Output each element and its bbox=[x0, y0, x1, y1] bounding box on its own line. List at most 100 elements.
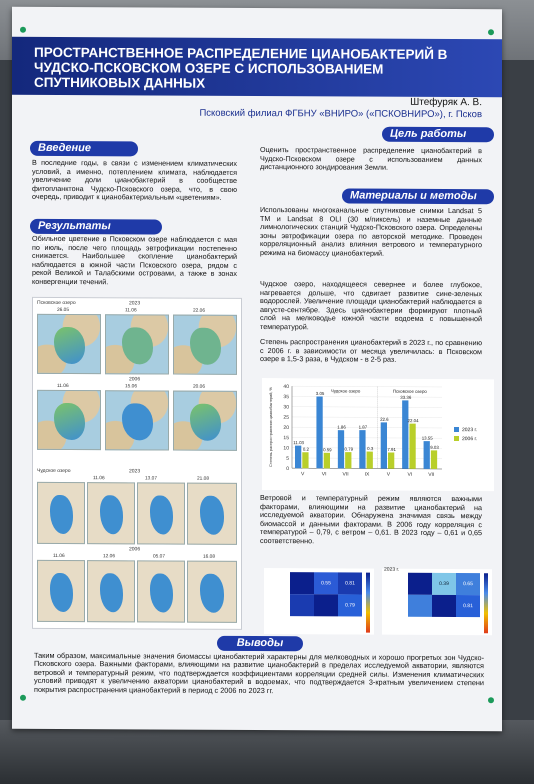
maps-year-2023: 2023 bbox=[129, 300, 141, 307]
goal-text: Оценить пространственное распределение ц… bbox=[260, 145, 482, 172]
map-date: 11.06 bbox=[93, 476, 105, 482]
y-tick-label: 15 bbox=[283, 435, 289, 441]
bar-value-label: 11.03 bbox=[293, 440, 304, 445]
group-label: Псковское озеро bbox=[393, 389, 428, 394]
factors-text: Ветровой и температурный режим являются … bbox=[260, 493, 482, 546]
legend-swatch bbox=[454, 436, 459, 442]
satellite-map bbox=[37, 313, 101, 375]
bar-value-label: 22.6 bbox=[380, 417, 389, 422]
title-band: ПРОСТРАНСТВЕННОЕ РАСПРЕДЕЛЕНИЕ ЦИАНОБАКТ… bbox=[12, 36, 502, 98]
poster-title: ПРОСТРАНСТВЕННОЕ РАСПРЕДЕЛЕНИЕ ЦИАНОБАКТ… bbox=[34, 44, 448, 91]
map-date: 15.06 bbox=[125, 384, 138, 390]
satellite-map bbox=[37, 389, 101, 451]
bar-value-label: 9.03 bbox=[430, 445, 439, 450]
intro-heading: Введение bbox=[30, 140, 138, 157]
x-tick-label: V bbox=[301, 471, 305, 477]
bar bbox=[337, 430, 345, 469]
x-tick-label: VI bbox=[322, 471, 327, 477]
results-text: Обильное цветение в Псковском озере набл… bbox=[32, 233, 237, 287]
methods-text: Использованы многоканальные спутниковые … bbox=[260, 205, 482, 258]
correlation-heatmap-2023: 2023 г. 0.39 0.65 0.81 bbox=[382, 567, 492, 636]
heatmap-color-scale bbox=[366, 572, 370, 633]
goal-heading: Цель работы bbox=[382, 126, 494, 143]
map-date: 16.08 bbox=[203, 554, 216, 560]
bar-value-label: 0.79 bbox=[345, 447, 354, 452]
bar-value-label: 0.2 bbox=[303, 447, 310, 452]
y-tick-label: 25 bbox=[283, 415, 289, 421]
heatmap-cell: 0.55 bbox=[314, 572, 338, 595]
x-tick-label: VI bbox=[407, 472, 412, 478]
map-date: 05.07 bbox=[153, 554, 166, 560]
map-date: 20.06 bbox=[193, 384, 206, 390]
maps-year-2023: 2023 bbox=[129, 468, 141, 475]
x-tick-label: V bbox=[387, 472, 391, 478]
bar bbox=[423, 441, 430, 469]
heatmap-cell bbox=[314, 594, 338, 617]
conclusions-text: Таким образом, максимальные значения био… bbox=[34, 650, 484, 695]
bar-chart-svg: 0 5 10 15 20 25 30 35 40 Степень распространения … bbox=[262, 378, 494, 492]
methods-heading: Материалы и методы bbox=[342, 188, 494, 205]
satellite-map bbox=[105, 314, 169, 375]
heatmap-color-scale bbox=[484, 573, 488, 634]
bar-value-label: 33.36 bbox=[400, 395, 412, 400]
heatmap-cell bbox=[408, 572, 432, 595]
y-tick-label: 40 bbox=[283, 384, 289, 390]
x-tick-label: VII bbox=[428, 472, 434, 478]
y-axis-label: Степень распространения цианобактерий, % bbox=[269, 387, 273, 467]
maps-year-2006: 2006 bbox=[129, 376, 141, 383]
bar bbox=[316, 396, 323, 469]
heatmap-cell: 0.81 bbox=[338, 572, 362, 595]
satellite-map bbox=[137, 482, 185, 545]
map-date: 26.05 bbox=[57, 307, 70, 314]
group-label: Чудское озеро bbox=[331, 388, 361, 393]
bar-value-label: 3.05 bbox=[316, 391, 325, 396]
chud-maps-label: Чудское озеро bbox=[37, 467, 71, 475]
y-tick-label: 0 bbox=[286, 466, 289, 472]
heatmap-cell bbox=[408, 594, 432, 617]
satellite-map bbox=[137, 560, 185, 623]
satellite-map bbox=[105, 390, 169, 451]
bar bbox=[323, 452, 331, 469]
map-date: 11.06 bbox=[125, 308, 137, 314]
y-tick-label: 35 bbox=[283, 394, 289, 400]
bar-value-label: 1.86 bbox=[337, 425, 346, 430]
heatmap-cell: 0.39 bbox=[432, 572, 456, 596]
satellite-map bbox=[187, 560, 237, 623]
legend-swatch bbox=[454, 427, 459, 433]
legend-label: 2023 г. bbox=[462, 427, 477, 433]
pin-magnet bbox=[488, 29, 494, 36]
map-date: 22.06 bbox=[193, 308, 206, 314]
x-tick-label: IX bbox=[365, 472, 370, 478]
x-tick-label: VII bbox=[343, 471, 349, 477]
legend-label: 2006 г. bbox=[462, 436, 477, 442]
heatmap-cell bbox=[432, 594, 456, 618]
pin-magnet bbox=[488, 697, 494, 704]
heatmap-cell: 0.79 bbox=[338, 594, 362, 617]
bar-chart: 0 5 10 15 20 25 30 35 40 Степень распространения … bbox=[262, 378, 494, 492]
author-name: Штефуряк А. В. bbox=[410, 96, 482, 109]
conclusions-heading: Выводы bbox=[217, 635, 303, 652]
map-date: 21.08 bbox=[197, 476, 210, 482]
y-tick-label: 5 bbox=[286, 456, 289, 462]
pin-magnet bbox=[20, 26, 26, 33]
y-tick-label: 10 bbox=[283, 445, 289, 451]
satellite-map bbox=[37, 481, 85, 545]
results-heading: Результаты работы bbox=[30, 218, 162, 247]
heatmap-cell: 0.81 bbox=[456, 595, 480, 618]
bar-value-label: 1.87 bbox=[359, 425, 368, 430]
grid-line bbox=[292, 385, 442, 388]
correlation-heatmap-2006: 0.55 0.81 0.79 bbox=[264, 568, 374, 635]
y-tick-label: 30 bbox=[283, 404, 289, 410]
bar bbox=[302, 452, 309, 469]
satellite-map bbox=[87, 560, 135, 623]
maps-panel: Псковское озеро 2023 26.05 11.06 22.06 2… bbox=[32, 296, 242, 630]
heatmap-cell bbox=[290, 572, 314, 595]
bar bbox=[366, 451, 373, 469]
bar bbox=[345, 452, 352, 469]
bar bbox=[359, 430, 366, 469]
y-tick-label: 20 bbox=[283, 425, 289, 431]
bar-value-label: 22.04 bbox=[408, 418, 420, 423]
pin-magnet bbox=[20, 694, 26, 701]
chart-background bbox=[262, 378, 494, 492]
poster: ПРОСТРАНСТВЕННОЕ РАСПРЕДЕЛЕНИЕ ЦИАНОБАКТ… bbox=[12, 6, 502, 732]
